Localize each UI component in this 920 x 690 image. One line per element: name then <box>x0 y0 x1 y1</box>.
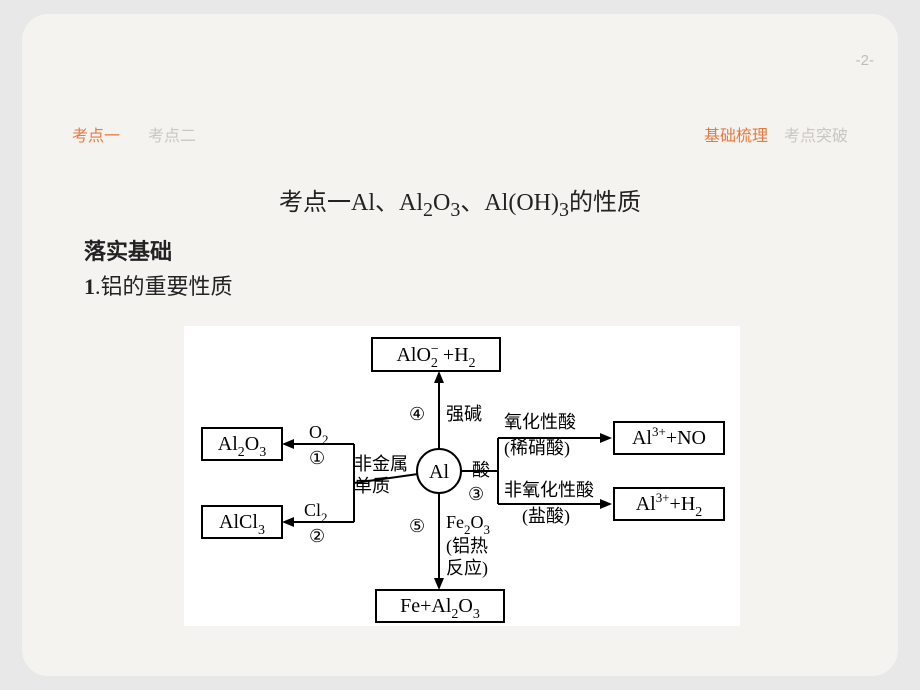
title-f2a: Al(OH) <box>484 190 559 216</box>
title-suffix: 的性质 <box>569 190 641 216</box>
box-al3-no: Al3++NO <box>632 424 706 449</box>
title-prefix: 考点一 <box>279 190 351 216</box>
heading-2: 1.铝的重要性质 <box>84 269 233 304</box>
circ-1: ① <box>309 448 325 468</box>
slide-page: -2- 考点一 考点二 基础梳理 考点突破 考点一Al、Al2O3、Al(OH)… <box>22 14 898 676</box>
tab-point-2[interactable]: 考点二 <box>148 122 196 146</box>
circ-4: ④ <box>409 404 425 424</box>
label-thermite-2: 反应) <box>446 558 488 579</box>
label-nonmetal-2: 单质 <box>354 476 390 496</box>
title-f1c: O <box>433 190 450 216</box>
h2-num: 1 <box>84 274 95 299</box>
reaction-diagram: Al AlO−2 +H2 ④ 强碱 Al2O3 O2 ① <box>184 326 740 626</box>
label-nonoxidizing-acid: 非氧化性酸 <box>504 480 594 500</box>
section-title: 考点一Al、Al2O3、Al(OH)3的性质 <box>22 182 898 222</box>
circ-2: ② <box>309 526 325 546</box>
heading-1: 落实基础 <box>84 234 233 269</box>
label-oxidizing-acid: 氧化性酸 <box>504 412 576 432</box>
label-hcl: (盐酸) <box>522 506 570 527</box>
label-thermite-1: (铝热 <box>446 536 488 557</box>
tabs-right: 基础梳理 考点突破 <box>704 122 848 146</box>
label-strong-base: 强碱 <box>446 404 482 424</box>
body-text: 落实基础 1.铝的重要性质 <box>84 234 233 304</box>
title-f1b: 2 <box>423 199 433 221</box>
page-number: -2- <box>856 52 874 69</box>
label-dilute-nitric: (稀硝酸) <box>504 438 570 459</box>
tabs-left: 考点一 考点二 <box>72 122 196 146</box>
title-sep: 、 <box>460 190 484 216</box>
circ-5: ⑤ <box>409 516 425 536</box>
title-f2b: 3 <box>559 199 569 221</box>
h2-text: .铝的重要性质 <box>95 274 233 299</box>
label-nonmetal-1: 非金属 <box>354 454 408 474</box>
tab-basics[interactable]: 基础梳理 <box>704 122 768 146</box>
tab-point-1[interactable]: 考点一 <box>72 122 120 146</box>
tab-breakthrough[interactable]: 考点突破 <box>784 122 848 146</box>
center-al: Al <box>429 461 449 483</box>
label-fe2o3: Fe2O3 <box>446 512 490 537</box>
title-f1d: 3 <box>450 199 460 221</box>
title-f1a: Al、Al <box>351 190 423 216</box>
circ-3: ③ <box>468 484 484 504</box>
